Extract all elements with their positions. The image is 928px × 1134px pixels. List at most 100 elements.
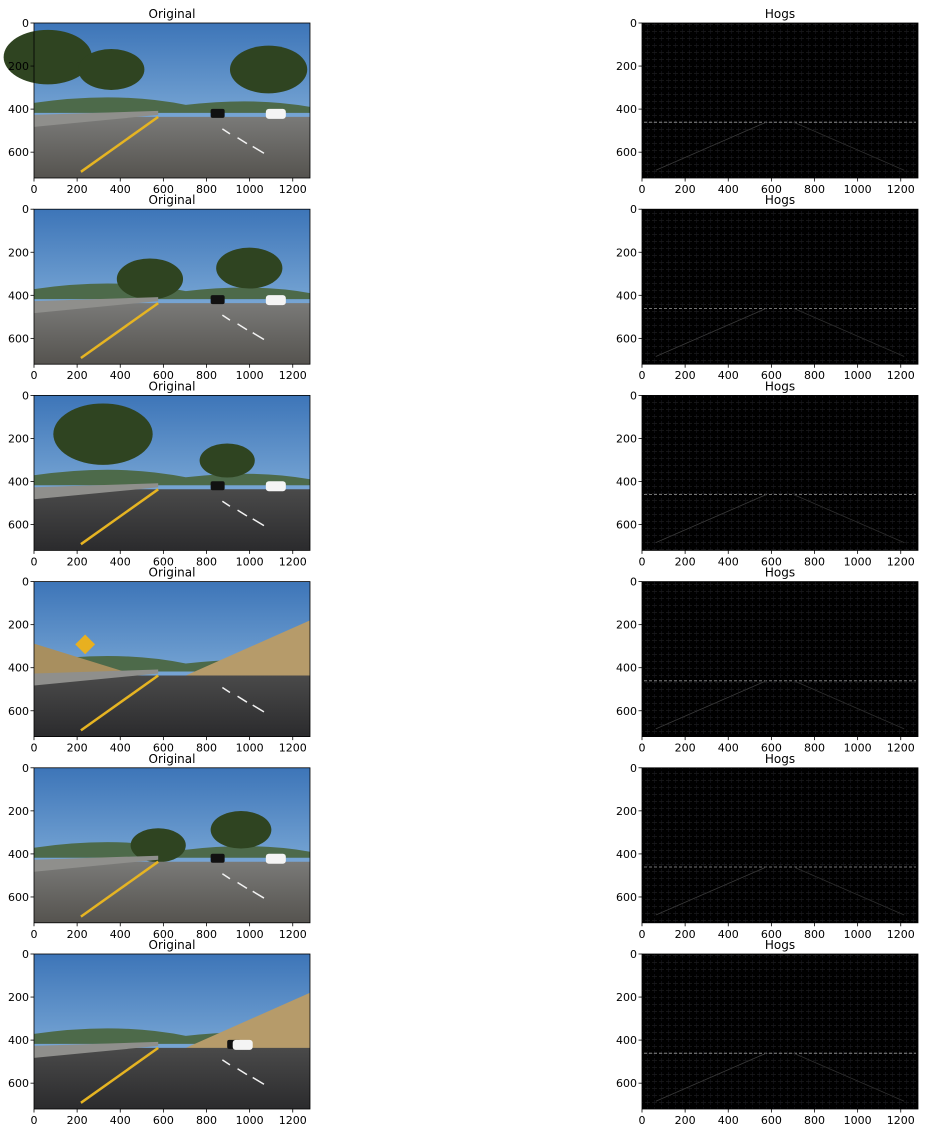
y-tick-label: 200 bbox=[8, 619, 29, 632]
axes-frame bbox=[33, 581, 311, 737]
y-tick-label: 0 bbox=[630, 948, 637, 961]
subplot-title: Hogs bbox=[765, 379, 795, 393]
tree bbox=[199, 443, 255, 478]
x-tick-label: 1000 bbox=[844, 369, 872, 382]
x-tick-label: 1200 bbox=[887, 555, 915, 568]
tree bbox=[229, 45, 308, 94]
x-tick-label: 400 bbox=[110, 1114, 131, 1127]
x-tick-label: 200 bbox=[67, 742, 88, 755]
y-tick-label: 400 bbox=[8, 1034, 29, 1047]
y-tick-label: 200 bbox=[8, 432, 29, 445]
lane-line-yellow bbox=[80, 115, 159, 173]
subplot-title: Hogs bbox=[765, 938, 795, 952]
x-tick-label: 400 bbox=[110, 183, 131, 196]
x-tick-label: 1000 bbox=[236, 183, 264, 196]
x-tick-label: 800 bbox=[196, 555, 217, 568]
hog-cells bbox=[642, 23, 918, 178]
subplot-hogs-4: Hogs 0 200 400 600 800 1000 1200 0 200 400 600 bbox=[616, 752, 919, 941]
y-tick-label: 200 bbox=[8, 60, 29, 73]
axes-frame bbox=[641, 953, 919, 1110]
lane-dash bbox=[221, 500, 231, 507]
y-tick-label: 200 bbox=[616, 991, 637, 1004]
x-tick-label: 800 bbox=[804, 742, 825, 755]
y-tick-label: 0 bbox=[630, 203, 637, 216]
subplot-title: Hogs bbox=[765, 566, 795, 580]
y-tick-label: 600 bbox=[616, 705, 637, 718]
y-tick-label: 400 bbox=[616, 1034, 637, 1047]
road bbox=[34, 861, 310, 923]
y-tick-label: 400 bbox=[616, 848, 637, 861]
x-tick-label: 200 bbox=[675, 1114, 696, 1127]
lane-dash bbox=[237, 137, 248, 145]
tree bbox=[78, 49, 145, 90]
x-tick-label: 400 bbox=[718, 928, 739, 941]
hills bbox=[34, 469, 310, 486]
x-tick-label: 1200 bbox=[887, 183, 915, 196]
hog-edge-lane bbox=[655, 308, 767, 357]
lane-dash bbox=[252, 1076, 265, 1085]
y-tick-label: 400 bbox=[8, 662, 29, 675]
car-white bbox=[232, 1039, 253, 1050]
axes-frame bbox=[33, 953, 311, 1110]
lane-dash bbox=[237, 323, 248, 331]
hog-edge-lane bbox=[793, 866, 905, 916]
hog-edge-lane bbox=[793, 494, 905, 544]
subplot-title: Original bbox=[149, 193, 196, 207]
x-tick-label: 600 bbox=[761, 555, 782, 568]
axes-frame bbox=[641, 581, 919, 737]
y-tick-label: 0 bbox=[22, 576, 29, 589]
x-tick-label: 0 bbox=[639, 183, 646, 196]
subplot-title: Original bbox=[149, 752, 196, 766]
y-tick-label: 200 bbox=[616, 246, 637, 259]
y-tick-label: 600 bbox=[616, 519, 637, 532]
y-tick-label: 0 bbox=[22, 948, 29, 961]
axes-frame bbox=[33, 22, 311, 179]
x-tick-label: 1000 bbox=[844, 928, 872, 941]
hog-cells bbox=[642, 395, 918, 551]
x-tick-label: 200 bbox=[67, 555, 88, 568]
axes-frame bbox=[641, 767, 919, 924]
hog-edge-lane bbox=[655, 1052, 767, 1102]
x-tick-label: 200 bbox=[675, 742, 696, 755]
x-tick-label: 1200 bbox=[887, 928, 915, 941]
x-tick-label: 600 bbox=[153, 183, 174, 196]
x-tick-label: 600 bbox=[153, 928, 174, 941]
y-tick-label: 400 bbox=[616, 662, 637, 675]
x-tick-label: 1200 bbox=[279, 1114, 307, 1127]
x-tick-label: 400 bbox=[718, 1114, 739, 1127]
lane-dash bbox=[252, 890, 265, 899]
y-tick-label: 600 bbox=[616, 332, 637, 345]
lane-dash bbox=[237, 881, 248, 890]
x-tick-label: 400 bbox=[718, 369, 739, 382]
y-tick-label: 400 bbox=[616, 103, 637, 116]
subplot-title: Hogs bbox=[765, 193, 795, 207]
x-tick-label: 0 bbox=[639, 1114, 646, 1127]
subplot-hogs-2: Hogs 0 200 400 600 800 1000 1200 0 200 400 600 bbox=[616, 379, 919, 568]
x-tick-label: 800 bbox=[804, 369, 825, 382]
x-tick-label: 1200 bbox=[887, 742, 915, 755]
y-tick-label: 200 bbox=[616, 805, 637, 818]
y-tick-label: 200 bbox=[616, 432, 637, 445]
x-tick-label: 600 bbox=[153, 742, 174, 755]
subplot-original-2: Original 0 200 400 600 800 1000 1200 0 200 400 600 bbox=[8, 379, 311, 568]
y-tick-label: 400 bbox=[8, 103, 29, 116]
lane-dash bbox=[237, 509, 248, 517]
y-tick-label: 0 bbox=[630, 762, 637, 775]
hog-cells bbox=[642, 581, 918, 737]
hills bbox=[34, 97, 310, 113]
lane-dash bbox=[252, 145, 265, 154]
lane-dash bbox=[252, 518, 265, 527]
tree bbox=[53, 403, 153, 465]
y-tick-label: 200 bbox=[8, 246, 29, 259]
y-tick-label: 600 bbox=[8, 146, 29, 159]
x-tick-label: 1200 bbox=[279, 742, 307, 755]
x-tick-label: 1200 bbox=[279, 183, 307, 196]
car-white bbox=[265, 481, 286, 492]
barrier bbox=[34, 1041, 159, 1058]
subplot-original-5: Original 0 200 400 600 800 1000 1200 0 200 400 600 bbox=[8, 938, 311, 1127]
lane-line-yellow bbox=[80, 302, 159, 360]
x-tick-label: 1000 bbox=[236, 369, 264, 382]
x-tick-label: 0 bbox=[31, 928, 38, 941]
y-tick-label: 400 bbox=[8, 848, 29, 861]
